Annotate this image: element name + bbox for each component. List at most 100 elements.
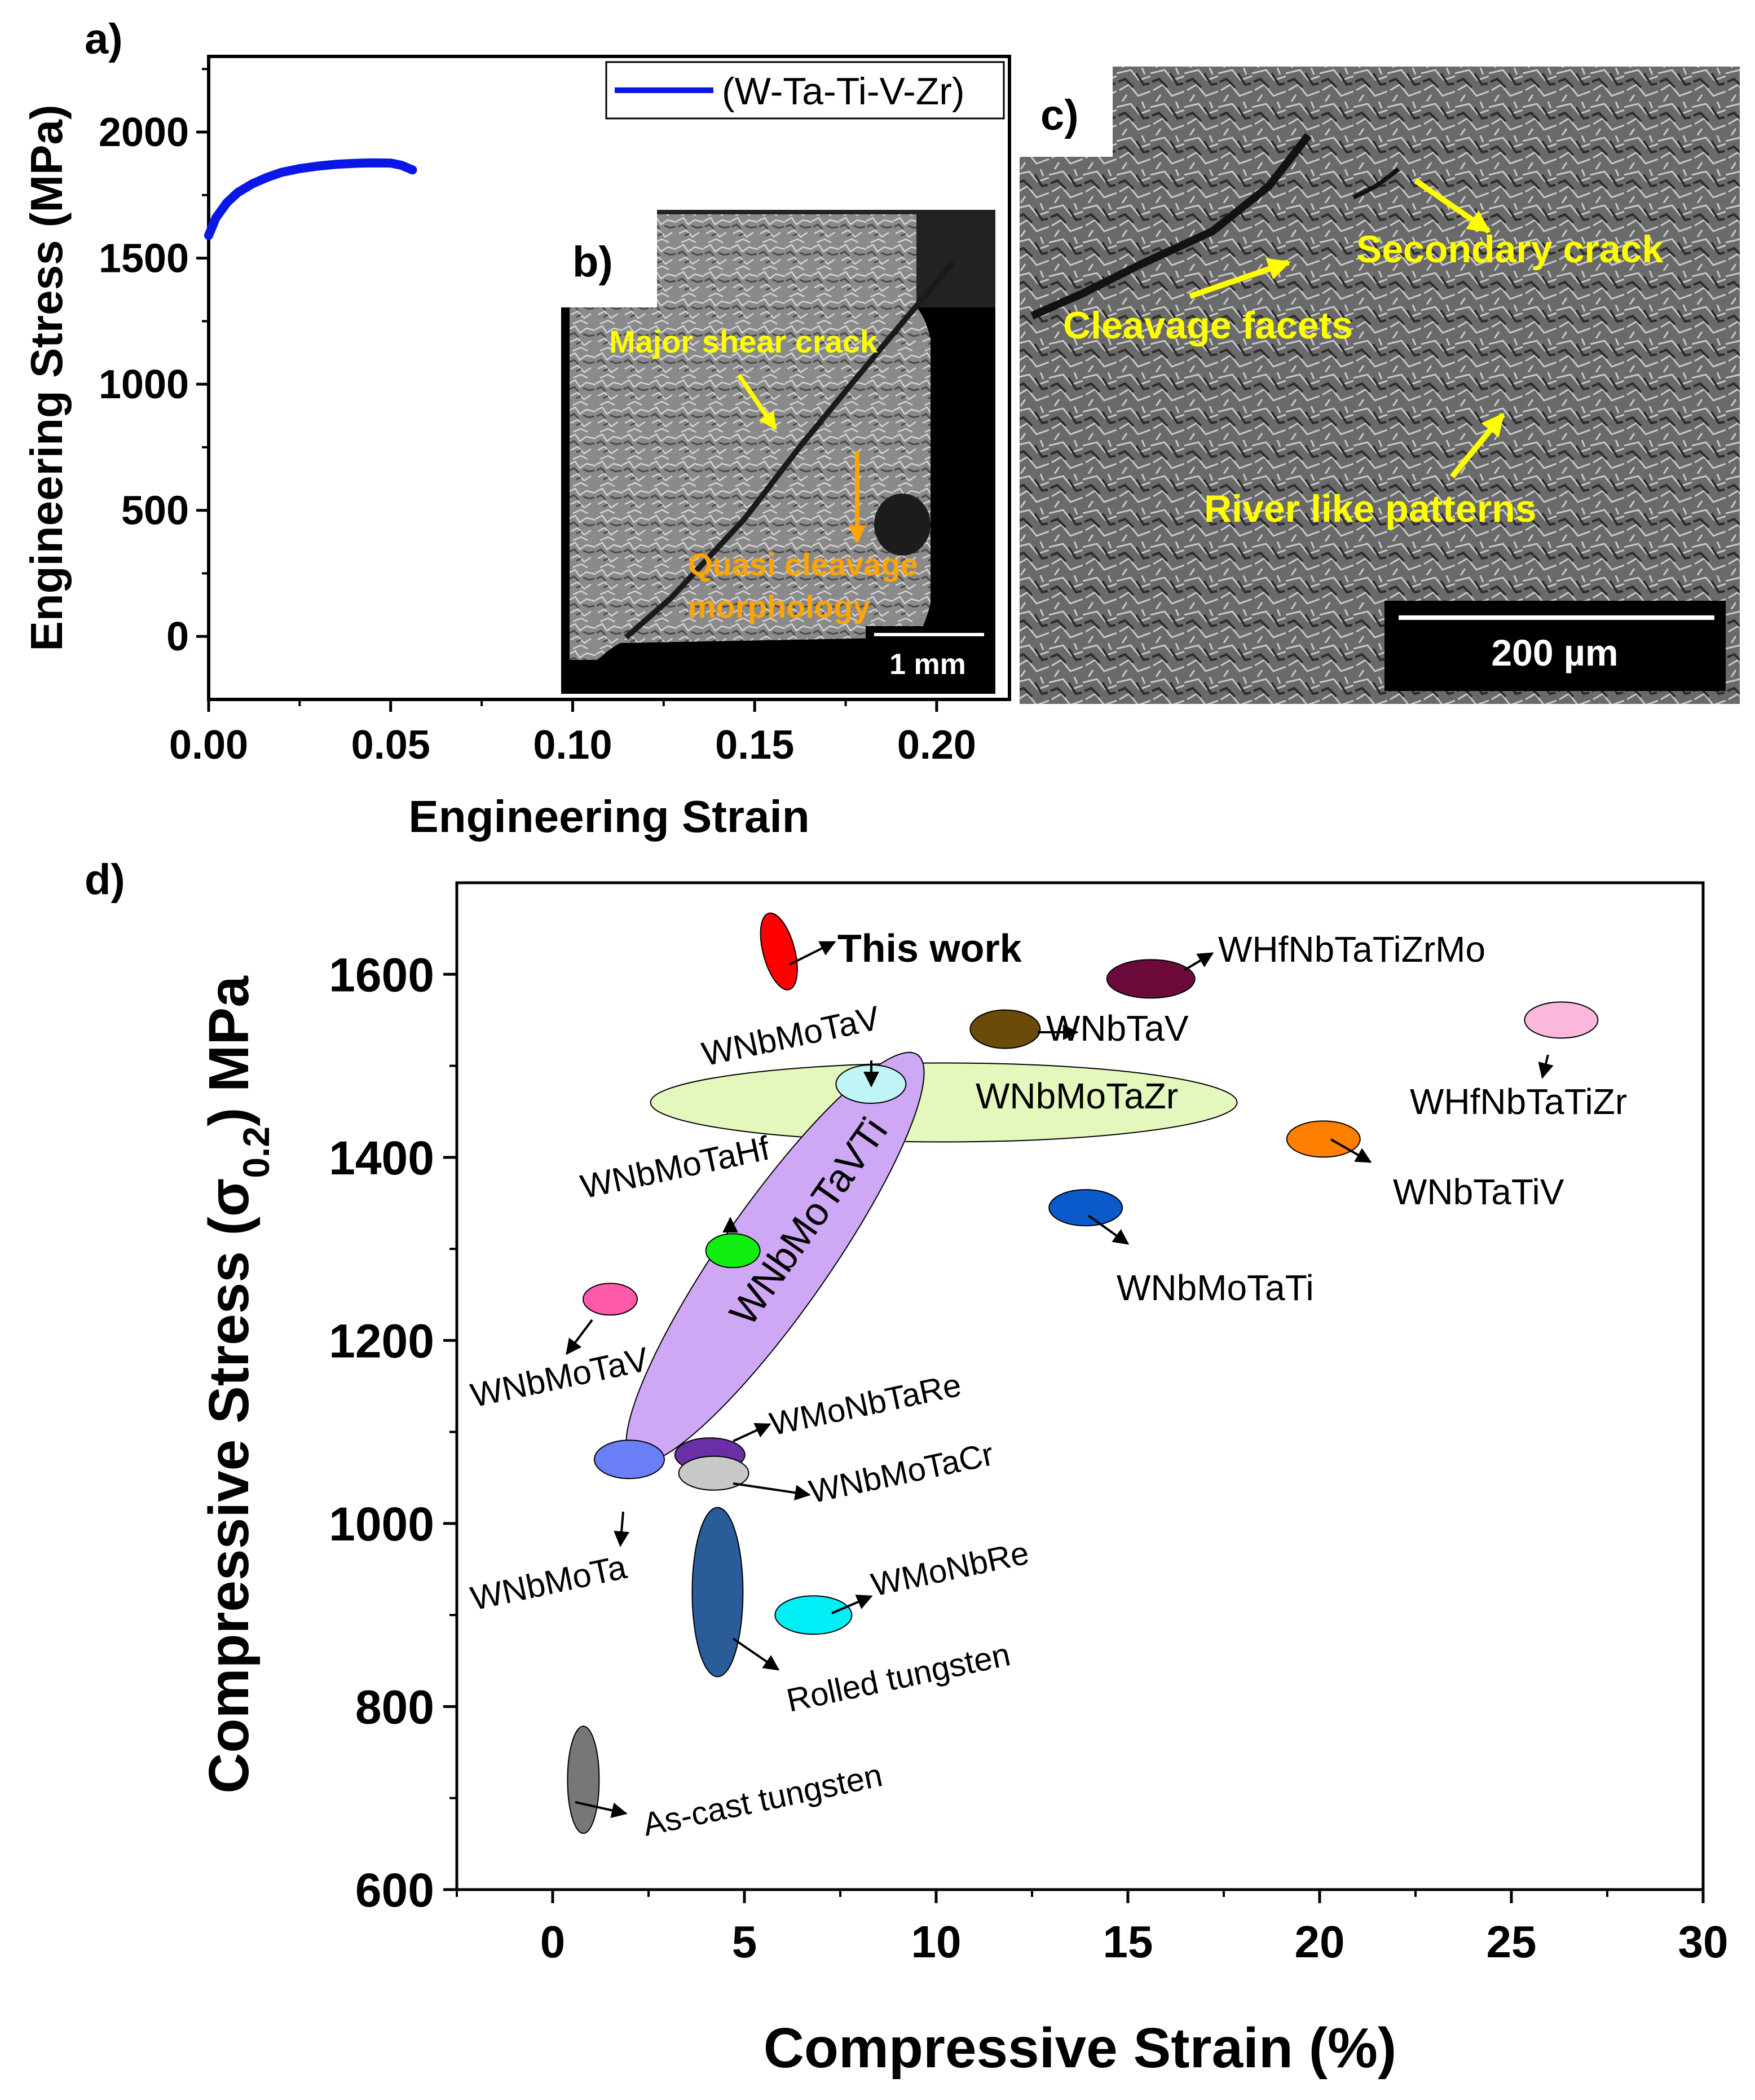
panel-c-label: c) [1040, 91, 1079, 139]
panel-d-ytick-label: 1000 [329, 1498, 434, 1551]
panel-a-xtick-label: 0.00 [169, 723, 248, 768]
panel-d-xtick-label: 30 [1678, 1917, 1728, 1967]
panel-d-xtick-label: 25 [1487, 1917, 1537, 1967]
point-arrow [1330, 1138, 1372, 1163]
panel-c-annotation-secondary: Secondary crack [1356, 228, 1664, 271]
point-arrow [1183, 952, 1214, 971]
panel-a-legend: (W-Ta-Ti-V-Zr) [605, 61, 1005, 120]
point-arrow [733, 1423, 771, 1442]
point-marker [774, 1595, 853, 1635]
point-arrow [566, 1319, 593, 1355]
panel-c-label-bg-top [1020, 56, 1740, 67]
panel-b-label-bg [550, 209, 657, 307]
panel-b-label: b) [572, 238, 613, 286]
panel-b-scalebar-box [866, 626, 990, 688]
point-arrow [614, 1511, 630, 1547]
panel-a-ytick-label: 2000 [99, 110, 189, 155]
point-marker [594, 1439, 665, 1480]
point-label: WNbMoTaZr [976, 1076, 1178, 1116]
panel-a-ytick-label: 0 [166, 614, 189, 659]
point-label: WNbTaTiV [1393, 1172, 1564, 1212]
panel-a-xtick-label: 0.20 [897, 723, 976, 768]
panel-b-shear-crack [624, 260, 955, 640]
panel-a-xlabel: Engineering Strain [408, 791, 809, 842]
point-arrow [732, 1637, 780, 1671]
point-arrow [789, 941, 836, 966]
point-marker [969, 1009, 1041, 1049]
panel-b-annotation-shear: Major shear crack [609, 324, 878, 359]
panel-b-dark-spot [874, 494, 931, 556]
panel-c-arrow-secondary [1414, 178, 1491, 234]
panel-d-xtick-label: 5 [732, 1917, 757, 1967]
panel-a-axes: 0.00 0.05 0.10 0.15 0.20 0 500 1000 1500 2000 [99, 68, 976, 768]
point-arrow [1087, 1214, 1130, 1245]
point-label: WNbMoTaV [699, 999, 883, 1073]
point-label: WNbTaV [1046, 1008, 1189, 1049]
panel-d-frame [455, 881, 1705, 1891]
panel-d-axes: 0 5 10 15 20 25 30 600 800 1000 1200 1400 1600 [329, 948, 1728, 1967]
point-label: WNbMoTaCr [806, 1436, 996, 1511]
panel-b-scalebar-label: 1 mm [889, 648, 966, 681]
point-marker [760, 912, 798, 990]
panel-a-xtick-label: 0.05 [351, 723, 430, 768]
panel-a-ytick-label: 1500 [99, 236, 189, 281]
point-arrow [1538, 1054, 1554, 1079]
panel-a-ytick-label: 1000 [99, 362, 189, 407]
panel-d-chart: 0 5 10 15 20 25 30 600 800 1000 1200 1400 1600 This … [197, 881, 1728, 2080]
panel-b-arrow-shear [737, 373, 778, 430]
panel-d-ytick-label: 600 [355, 1864, 434, 1917]
panel-b-annotation-morphology: morphology [688, 589, 871, 624]
panel-d-ytick-label: 1400 [329, 1132, 434, 1185]
panel-c-arrow-cleavage [1189, 258, 1291, 299]
panel-c-annotation-cleavage: Cleavage facets [1063, 304, 1353, 347]
panel-a-xtick-label: 0.10 [533, 723, 612, 768]
panel-a-frame [207, 55, 1011, 701]
point-marker [1048, 1189, 1123, 1227]
point-label: WMoNbRe [868, 1534, 1032, 1604]
point-label: WHfNbTaTiZrMo [1218, 929, 1485, 970]
point-label: As-cast tungsten [640, 1756, 885, 1843]
stress-strain-curve [204, 158, 417, 240]
point-label: WNbMoTaTi [1117, 1267, 1314, 1308]
point-marker [1106, 959, 1196, 999]
panel-d-ytick-label: 1600 [329, 948, 434, 1001]
point-label: Rolled tungsten [783, 1636, 1013, 1719]
point-label: WNbMoTa [468, 1548, 630, 1618]
point-label: WHfNbTaTiZr [1410, 1081, 1627, 1122]
panel-c-label-bg [1020, 67, 1113, 157]
point-label: WNbMoTaV [468, 1340, 652, 1415]
panel-b-annotation-quasi: Quasi cleavage [688, 547, 918, 582]
panel-d-xtick-label: 15 [1103, 1917, 1153, 1967]
panel-d-label: d) [85, 856, 125, 904]
point-marker [650, 1062, 1238, 1143]
point-arrow [831, 1595, 873, 1614]
panel-d-xtick-label: 0 [540, 1917, 566, 1967]
panel-d-xtick-label: 10 [911, 1917, 962, 1967]
panel-c: c) Secondary crack Cleavage facets River… [1020, 56, 1740, 704]
point-label: WNbMoTaHf [577, 1129, 773, 1205]
point-arrow [575, 1801, 628, 1819]
panel-d-ylabel: Compressive Stress (σ0.2) MPa [197, 975, 277, 1794]
panel-a-ytick-label: 500 [121, 488, 189, 534]
point-marker [691, 1507, 744, 1678]
panel-c-annotation-river: River like patterns [1204, 487, 1537, 530]
panel-a-ylabel: Engineering Stress (MPa) [21, 104, 72, 651]
panel-c-crack [1030, 133, 1312, 320]
legend-label: (W-Ta-Ti-V-Zr) [722, 70, 965, 113]
point-marker [567, 1725, 600, 1834]
panel-a-label: a) [85, 15, 123, 63]
point-label: This work [837, 926, 1022, 970]
panel-c-scalebar-label: 200 µm [1491, 632, 1618, 673]
panel-a-xtick-label: 0.15 [715, 723, 794, 768]
panel-d-ytick-label: 1200 [329, 1314, 434, 1367]
panel-d-points: This work WHfNbTaTiZrMo WNbTaV WHfNbTaTiZr W… [468, 912, 1627, 1843]
panel-a-chart: 0.00 0.05 0.10 0.15 0.20 0 500 1000 1500 2000 Eng… [21, 55, 1011, 842]
panel-c-crack-2 [1352, 167, 1400, 200]
point-marker [705, 1233, 761, 1269]
panel-d-xlabel: Compressive Strain (%) [764, 2017, 1397, 2080]
point-arrow [733, 1482, 811, 1501]
panel-b-sample-top [657, 214, 916, 307]
panel-d-xtick-label: 20 [1295, 1917, 1345, 1967]
panel-c-image [1020, 67, 1740, 704]
